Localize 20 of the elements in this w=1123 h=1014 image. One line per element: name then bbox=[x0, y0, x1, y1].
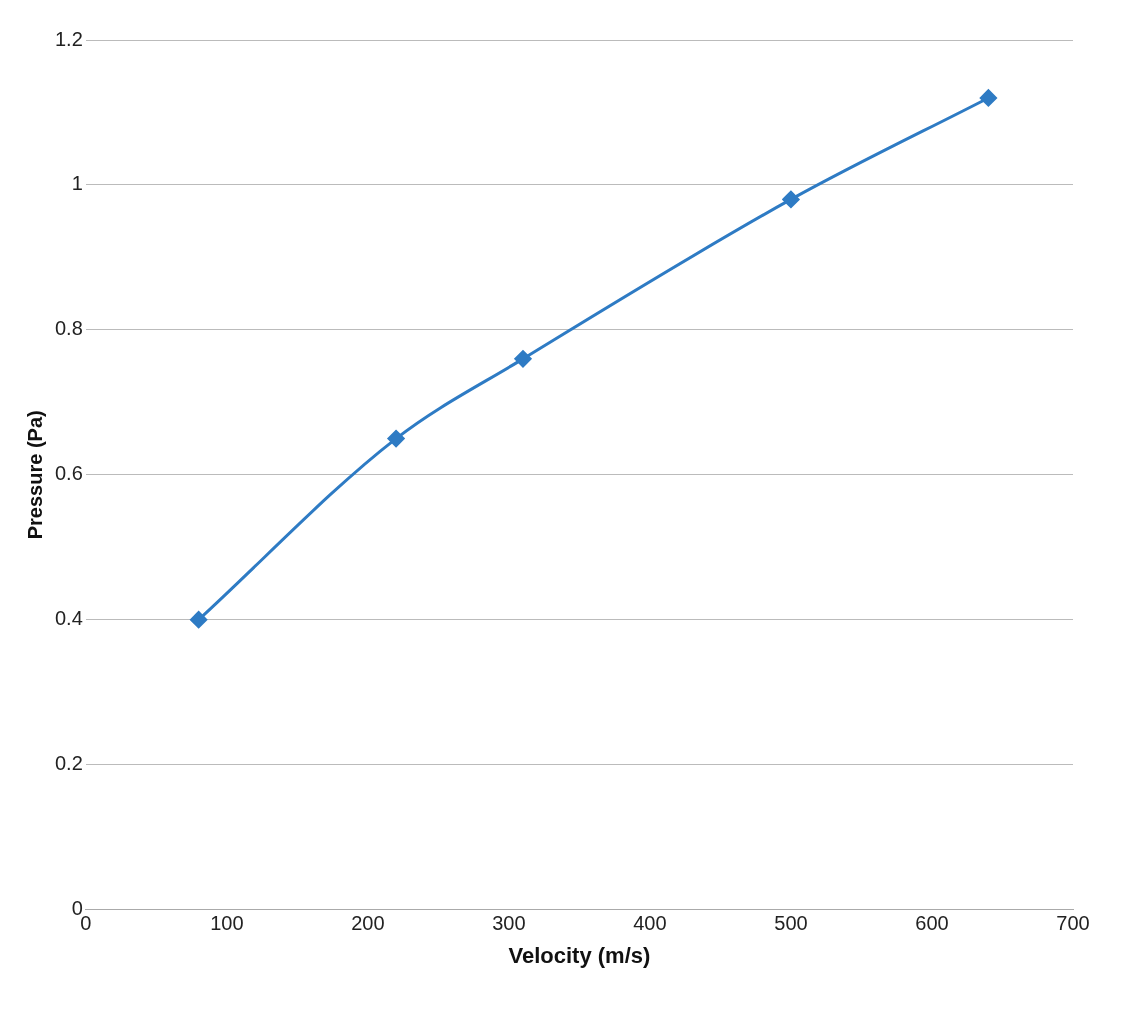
x-tick-label: 200 bbox=[351, 912, 385, 935]
x-axis-title: Velocity (m/s) bbox=[508, 942, 651, 968]
y-tick-label: 0.6 bbox=[54, 462, 83, 485]
point bbox=[782, 190, 800, 208]
x-tick-label: 400 bbox=[633, 912, 667, 935]
x-tick-label: 500 bbox=[774, 912, 808, 935]
y-tick-label: 0.8 bbox=[54, 317, 83, 340]
point bbox=[514, 350, 532, 368]
x-tick-label: 300 bbox=[492, 912, 526, 935]
x-tick-label: 700 bbox=[1056, 912, 1090, 935]
point bbox=[190, 611, 208, 629]
x-tick-label: 100 bbox=[210, 912, 244, 935]
x-tick-label: 600 bbox=[915, 912, 949, 935]
y-axis-title: Pressure (Pa) bbox=[23, 410, 46, 540]
point bbox=[979, 89, 997, 107]
y-tick-label: 0.4 bbox=[54, 607, 83, 630]
point bbox=[387, 430, 405, 448]
y-tick-label: 1.2 bbox=[54, 27, 83, 50]
y-tick-label: 0.2 bbox=[54, 752, 83, 775]
y-tick-label: 1 bbox=[71, 172, 83, 195]
